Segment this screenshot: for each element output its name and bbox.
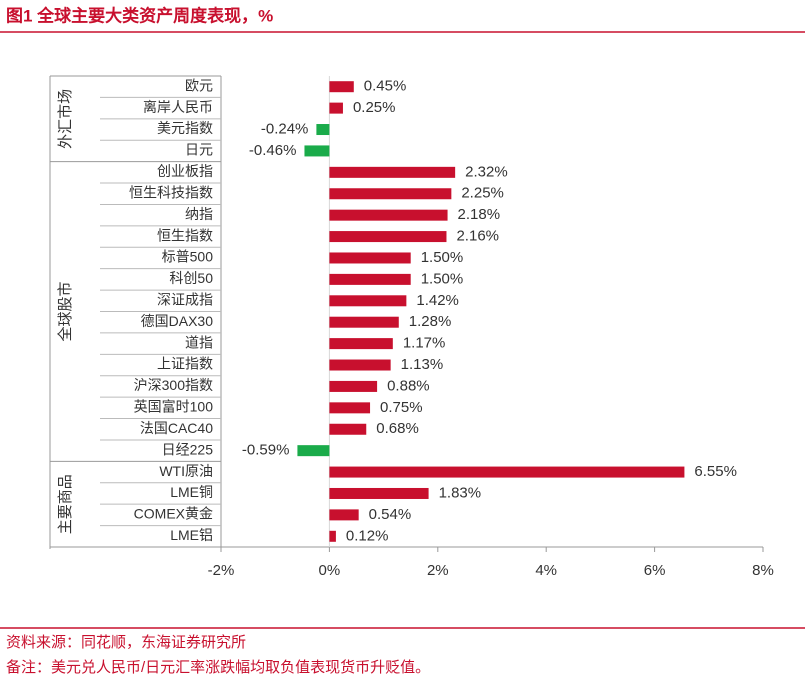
y-tick-label: LME铜	[170, 484, 213, 500]
bar	[304, 145, 330, 157]
y-tick-label: 创业板指	[157, 163, 213, 179]
data-label: 0.54%	[369, 506, 412, 523]
data-label: 1.13%	[401, 356, 444, 373]
data-label: 6.55%	[694, 463, 737, 480]
y-tick-label: 恒生科技指数	[129, 184, 213, 200]
data-label: 1.42%	[416, 292, 459, 309]
bar	[329, 423, 367, 435]
bar	[329, 166, 456, 178]
bar	[329, 81, 354, 93]
bar	[329, 252, 411, 264]
y-tick-label: 深证成指	[157, 291, 213, 307]
bar	[329, 231, 447, 243]
y-tick-label: WTI原油	[159, 463, 213, 479]
data-label: 1.83%	[439, 484, 482, 501]
y-tick-label: 德国DAX30	[141, 313, 214, 329]
bar	[329, 316, 399, 328]
group-label: 全球股市	[56, 281, 74, 341]
source: 资料来源：同花顺，东海证券研究所	[6, 634, 246, 651]
data-label: 0.25%	[353, 99, 396, 116]
y-tick-label: 英国富时100	[134, 399, 214, 415]
data-label: 2.18%	[458, 206, 501, 223]
y-tick-label: COMEX黄金	[134, 506, 213, 522]
bar	[329, 295, 407, 307]
chart-title: 图1 全球主要大类资产周度表现，%	[6, 5, 273, 25]
data-label: 0.68%	[376, 420, 419, 437]
note: 备注：美元兑人民币/日元汇率涨跌幅均取负值表现货币升贬值。	[6, 659, 430, 676]
bar	[329, 530, 336, 542]
y-tick-label: 道指	[185, 334, 213, 350]
y-tick-label: 日经225	[162, 441, 214, 457]
x-tick-label: 0%	[319, 562, 341, 579]
y-tick-label: 纳指	[185, 206, 213, 222]
y-tick-label: 欧元	[185, 77, 213, 93]
y-tick-label: 上证指数	[157, 356, 213, 372]
bar	[329, 487, 429, 499]
bar	[329, 380, 378, 392]
data-label: 2.16%	[456, 228, 499, 245]
data-label: -0.59%	[242, 442, 290, 459]
bar	[329, 466, 685, 478]
x-tick-label: 4%	[535, 562, 557, 579]
bar	[297, 445, 330, 457]
x-tick-label: 2%	[427, 562, 449, 579]
x-tick-label: 8%	[752, 562, 774, 579]
bar	[329, 209, 448, 221]
y-tick-label: 日元	[185, 142, 213, 158]
data-label: 0.75%	[380, 399, 423, 416]
x-tick-label: 6%	[644, 562, 666, 579]
data-label: 1.50%	[421, 249, 464, 266]
bar	[329, 102, 343, 114]
y-tick-label: 法国CAC40	[140, 420, 213, 436]
data-label: 0.88%	[387, 377, 430, 394]
bar	[329, 338, 393, 350]
y-tick-label: LME铝	[170, 527, 213, 543]
data-label: 2.25%	[461, 185, 504, 202]
bar	[329, 402, 371, 414]
data-label: 2.32%	[465, 163, 508, 180]
group-label: 主要商品	[57, 474, 74, 534]
bar	[316, 124, 330, 136]
bar	[329, 273, 411, 285]
y-tick-label: 标普500	[162, 249, 214, 265]
data-label: 1.28%	[409, 313, 452, 330]
y-tick-label: 美元指数	[157, 120, 213, 136]
data-label: 0.12%	[346, 527, 389, 544]
bar	[329, 509, 359, 521]
group-label: 外汇市场	[57, 89, 74, 149]
bar	[329, 359, 391, 371]
data-label: 1.50%	[421, 270, 464, 287]
x-tick-label: -2%	[208, 562, 235, 579]
bar	[329, 188, 452, 200]
y-tick-label: 恒生指数	[157, 227, 213, 243]
data-label: -0.46%	[249, 142, 297, 159]
data-label: -0.24%	[261, 120, 309, 137]
y-tick-label: 科创50	[169, 270, 213, 286]
y-tick-label: 离岸人民币	[143, 99, 213, 115]
data-label: 1.17%	[403, 335, 446, 352]
y-tick-label: 沪深300指数	[134, 377, 213, 393]
data-label: 0.45%	[364, 78, 407, 95]
